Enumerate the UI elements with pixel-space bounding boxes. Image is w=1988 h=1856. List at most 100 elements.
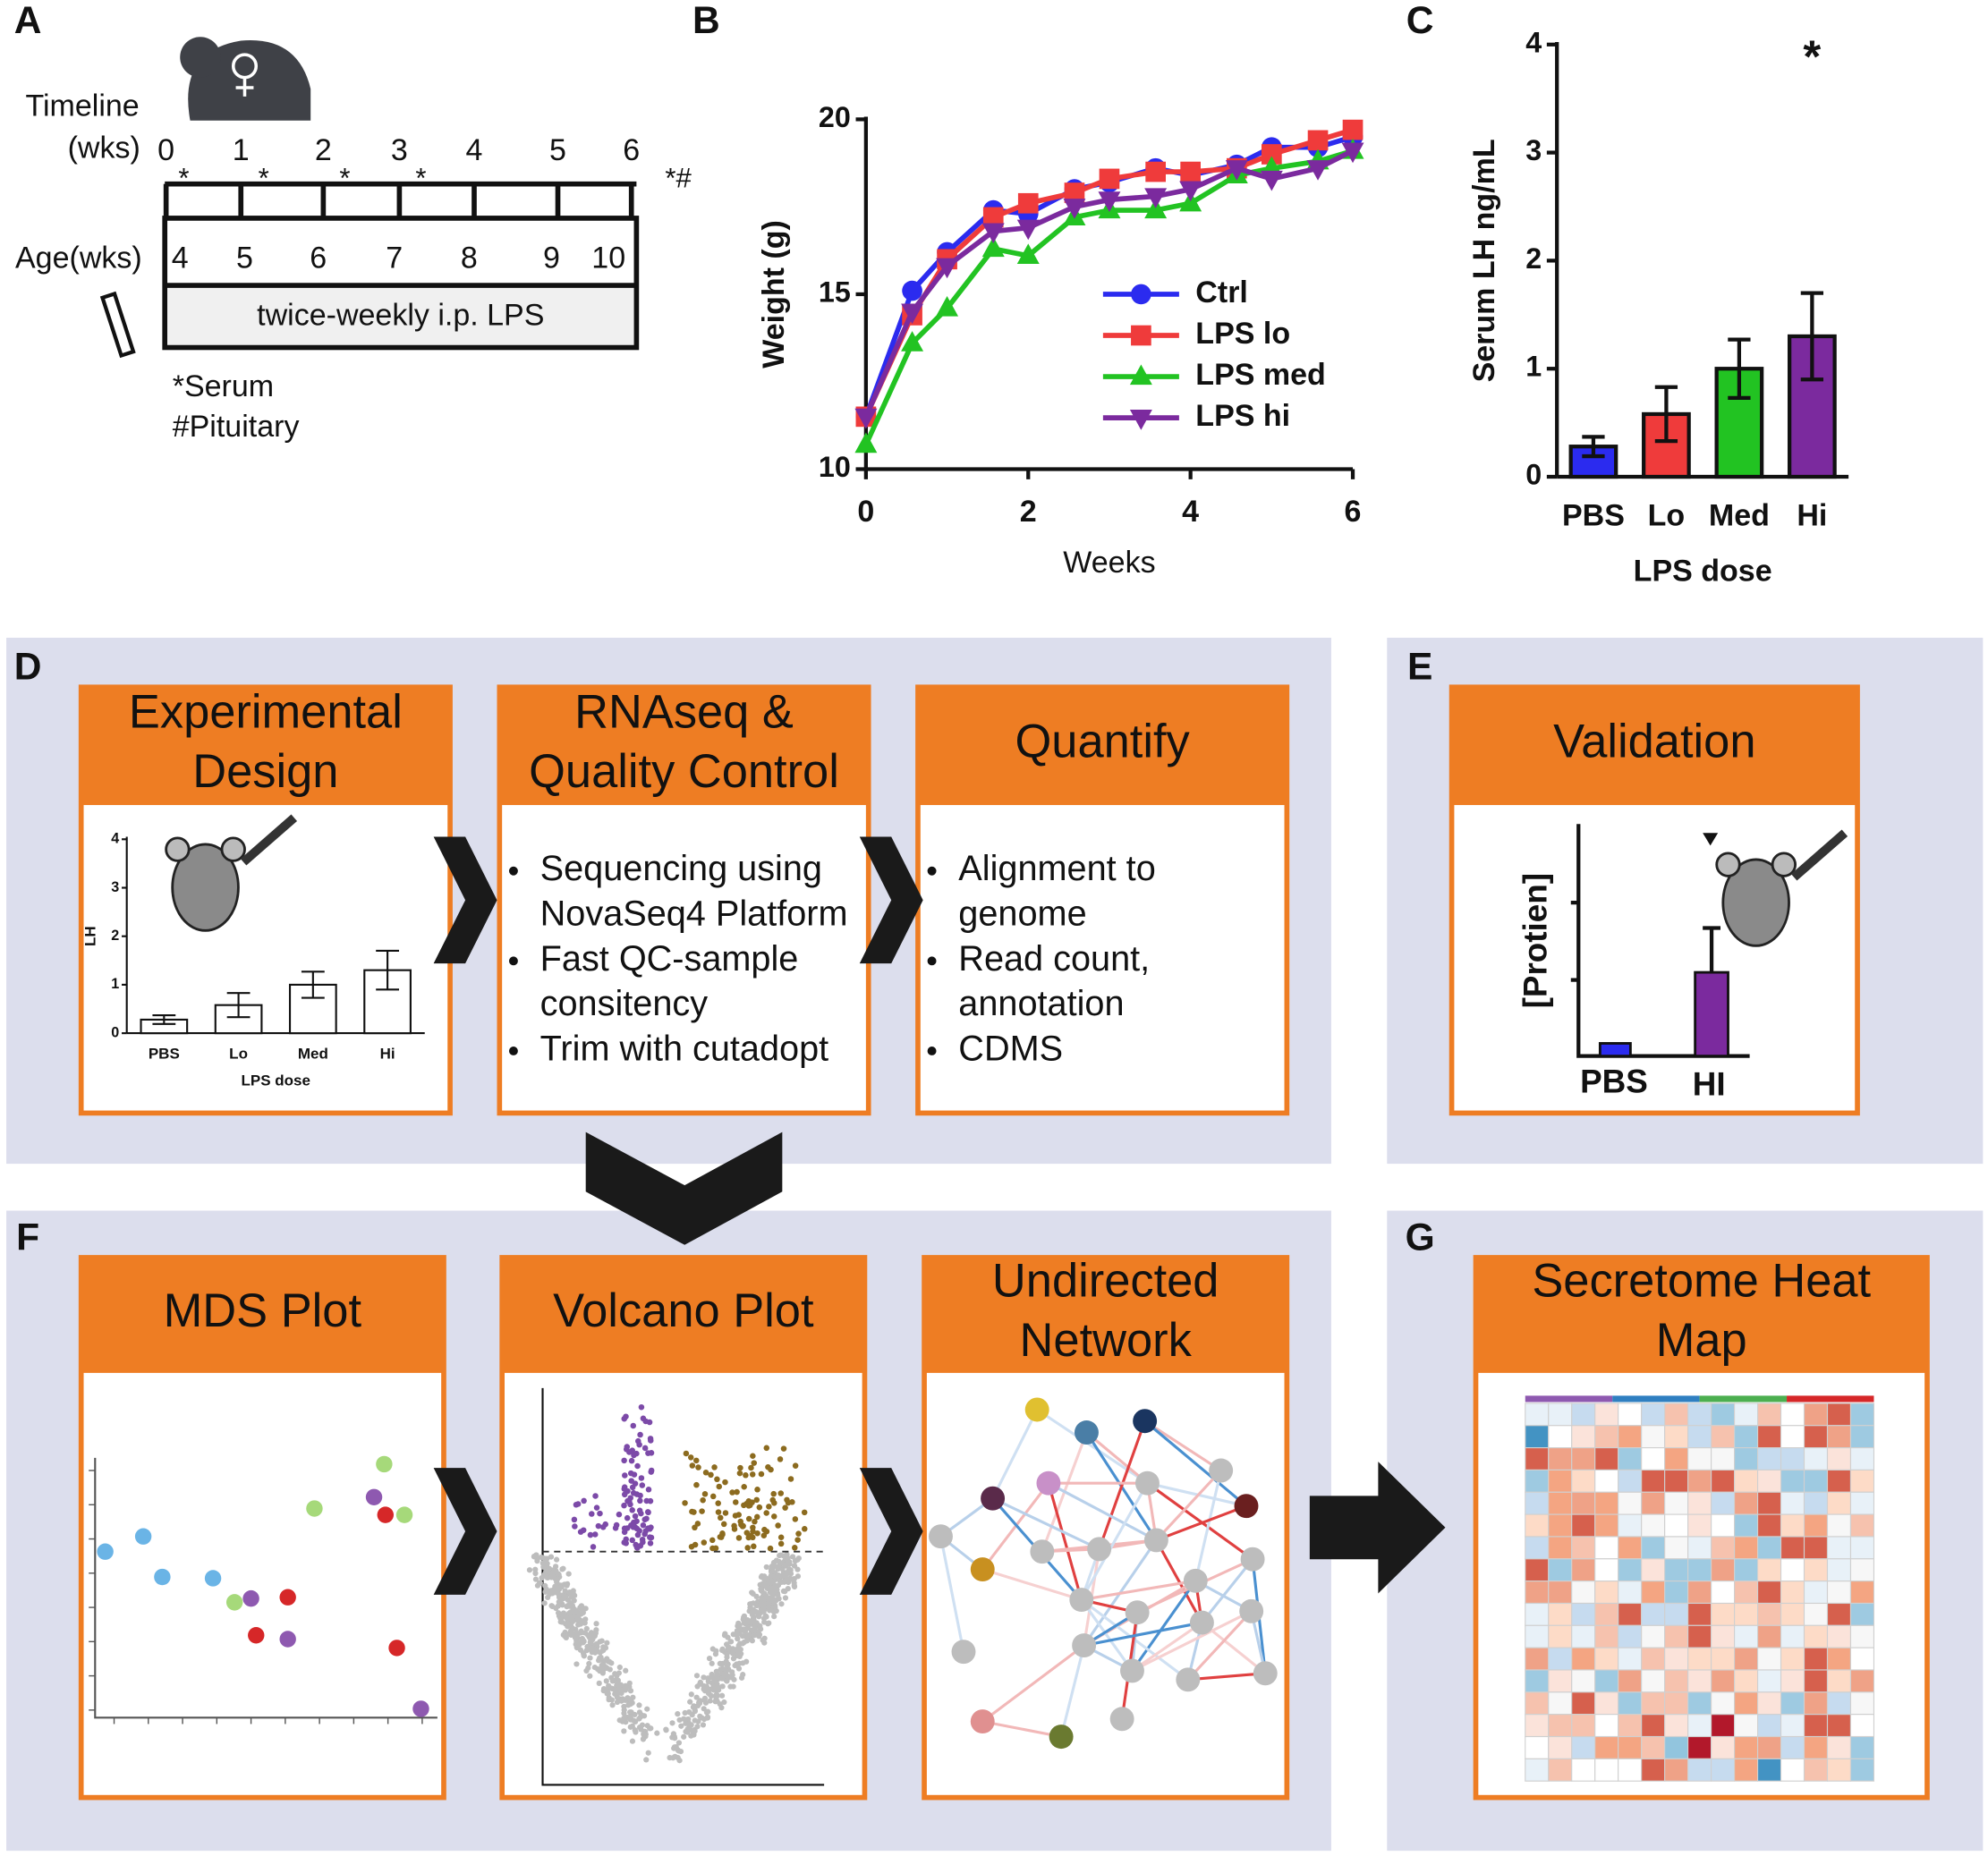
bullet (927, 1046, 937, 1055)
heat-cell (1756, 1581, 1782, 1605)
mds-point (412, 1700, 429, 1717)
volcano-point (761, 1640, 768, 1646)
volcano-point (748, 1464, 754, 1471)
volcano-point (772, 1604, 778, 1611)
heat-cell (1734, 1758, 1759, 1782)
volcano-point (634, 1462, 641, 1470)
volcano-point (756, 1504, 763, 1511)
volcano-point (749, 1638, 755, 1644)
volcano-point (718, 1675, 726, 1682)
volcano-point (775, 1522, 781, 1529)
lps-text: twice-weekly i.p. LPS (257, 298, 544, 332)
mouse-ear (1715, 852, 1741, 877)
volcano-point (633, 1450, 640, 1457)
volcano-point (579, 1636, 585, 1642)
heat-cell (1803, 1403, 1829, 1427)
volcano-point (774, 1573, 780, 1580)
heat-cell (1594, 1581, 1619, 1605)
x-tick-label: Hi (380, 1046, 395, 1063)
volcano-point (641, 1445, 649, 1452)
week-label: 3 (391, 133, 408, 167)
heat-cell (1756, 1602, 1782, 1626)
volcano-point (626, 1498, 633, 1504)
volcano-point (736, 1653, 743, 1660)
network-node (929, 1524, 953, 1549)
volcano-point (683, 1728, 689, 1735)
volcano-point (618, 1696, 625, 1703)
x-tick-label: 0 (857, 495, 874, 529)
step-item: annotation (958, 984, 1124, 1023)
heat-cell (1734, 1647, 1759, 1671)
heat-cell (1641, 1735, 1666, 1759)
mds-point (279, 1631, 296, 1648)
volcano-point (583, 1625, 590, 1632)
heat-cell (1548, 1403, 1573, 1427)
marker (1306, 160, 1330, 181)
mds-point (154, 1568, 171, 1586)
y-tick-label: 1 (111, 976, 119, 992)
network-edge (1047, 1482, 1083, 1600)
volcano-point (703, 1709, 710, 1716)
volcano-point (623, 1540, 629, 1547)
heat-cell (1594, 1602, 1619, 1626)
validation-ylabel: [Protien] (1517, 873, 1554, 1008)
network-edge (1194, 1470, 1223, 1581)
mds-point (204, 1570, 222, 1587)
volcano-point (632, 1727, 638, 1733)
panel-label: F (16, 1216, 39, 1259)
heat-cell (1711, 1758, 1736, 1782)
heat-cell (1641, 1647, 1666, 1671)
marker (1063, 199, 1086, 219)
heat-cell (1687, 1581, 1712, 1605)
timeline-label: Timeline (26, 89, 140, 123)
mouse-icon (1721, 858, 1790, 947)
step-title: Network (1020, 1315, 1193, 1367)
marker (1262, 144, 1282, 165)
syringe-icon (99, 291, 136, 359)
heat-cell (1571, 1536, 1596, 1560)
volcano-point (616, 1511, 623, 1518)
volcano-point (669, 1720, 675, 1726)
heat-cell (1641, 1669, 1666, 1693)
volcano-point (574, 1609, 581, 1615)
volcano-point (638, 1475, 645, 1481)
volcano-point (692, 1703, 698, 1709)
network-edge (1186, 1610, 1253, 1681)
marker (1099, 168, 1120, 190)
volcano-point (645, 1450, 651, 1456)
heat-cell (1711, 1469, 1736, 1493)
volcano-point (724, 1678, 730, 1684)
group-bar (1699, 1395, 1788, 1403)
heat-cell (1734, 1536, 1759, 1560)
volcano-point (597, 1510, 603, 1517)
volcano-point (638, 1726, 644, 1733)
volcano-point (712, 1686, 719, 1693)
heat-cell (1641, 1469, 1666, 1493)
volcano-point (587, 1655, 593, 1661)
heat-cell (1548, 1469, 1573, 1493)
heat-cell (1711, 1602, 1736, 1626)
volcano-point (729, 1489, 735, 1496)
mds-point (134, 1528, 152, 1545)
volcano-point (711, 1464, 718, 1470)
volcano-point (621, 1415, 628, 1422)
volcano-point (595, 1522, 602, 1530)
volcano-point (622, 1472, 628, 1479)
validation-bar (1598, 1042, 1632, 1058)
network-node (1125, 1600, 1150, 1625)
volcano-point (648, 1469, 655, 1475)
volcano-point (766, 1504, 772, 1510)
heat-cell (1803, 1558, 1829, 1582)
volcano-point (607, 1666, 613, 1673)
volcano-point (688, 1691, 694, 1698)
volcano-point (770, 1598, 777, 1605)
volcano-point (699, 1508, 705, 1514)
marker (1145, 161, 1166, 182)
heat-cell (1803, 1624, 1829, 1648)
heat-cell (1525, 1469, 1550, 1493)
volcano-point (780, 1445, 787, 1452)
volcano-point (629, 1507, 635, 1513)
volcano-point (546, 1565, 553, 1572)
heat-cell (1548, 1691, 1573, 1716)
heat-cell (1664, 1714, 1689, 1738)
